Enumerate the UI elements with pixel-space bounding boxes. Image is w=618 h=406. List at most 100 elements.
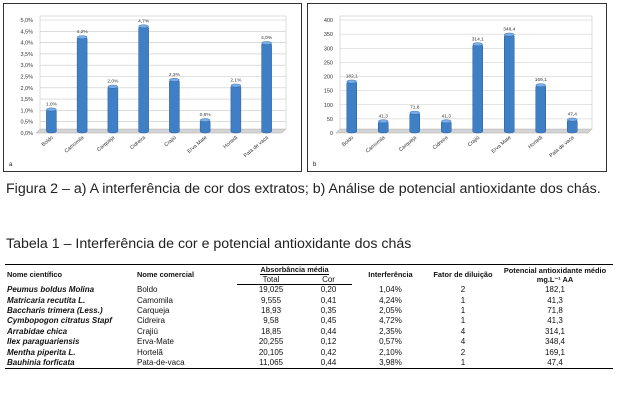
chart-bar [261, 42, 272, 134]
chart-bar-cap [199, 118, 211, 122]
cell-common: Erva-Mate [137, 337, 174, 347]
table-row: Ilex paraguariensis Erva-Mate 20,255 0,1… [5, 337, 613, 347]
table-row: Bauhinia forficata Pata-de-vaca 11,065 0… [5, 357, 613, 370]
cell-interference: 2,10% [379, 347, 402, 357]
cell-dilution: 1 [429, 357, 497, 370]
cell-total: 20,105 [258, 347, 284, 357]
cell-common: Camomila [137, 295, 174, 305]
chart-bar [199, 119, 211, 134]
data-label: 348,4 [503, 27, 515, 33]
cell-interference: 2,35% [379, 326, 402, 336]
figure-panel-a: 0,0% 0,5% 1,0% 1,5% 2,0% 2,5% 3,0% 3,5% 4,0% 4,5%… [3, 3, 302, 172]
cell-scientific: Baccharis trimera (Less.) [7, 305, 103, 315]
y-tick-label: 1,5% [20, 97, 33, 103]
cell-interference: 0,57% [379, 337, 402, 347]
cell-color: 0,44 [320, 326, 337, 336]
x-tick-label: Pata de vaca [243, 135, 270, 159]
chart-bar-cap [261, 41, 272, 45]
y-tick-label: 300 [324, 46, 333, 52]
x-tick-label: Carqueja [398, 135, 418, 153]
y-tick-label: 2,5% [20, 75, 33, 81]
cell-interference: 4,72% [379, 316, 402, 326]
cell-scientific: Matricaria recutita L. [7, 295, 86, 305]
cell-total: 20,255 [258, 337, 284, 347]
x-tick-label: Erva Mate [491, 135, 513, 155]
chart-bar-cap [76, 35, 88, 39]
cell-scientific: Arrabidae chica [7, 326, 68, 336]
x-tick-label: Cidreira [432, 135, 450, 151]
cell-total: 19,025 [258, 285, 284, 295]
figure-panel-b: 0 50 100 150 200 250 300 350 400 182,1 Boldo 41,3 Ca… [307, 3, 607, 172]
cell-color: 0,45 [320, 316, 337, 326]
chart-floor [35, 128, 287, 134]
y-tick-label: 0,5% [20, 120, 33, 126]
cell-total: 11,065 [237, 357, 306, 370]
chart-bar [107, 86, 119, 134]
cell-antioxidant: 41,3 [547, 295, 563, 305]
cell-antioxidant: 47,4 [497, 357, 613, 370]
cell-dilution: 2 [460, 284, 466, 294]
cell-common: Crajiú [137, 326, 158, 336]
chart-bar [169, 79, 180, 134]
header-absorbance: Absorbância média [237, 264, 352, 275]
header-absorbance-label: Absorbância média [260, 265, 329, 275]
table-row: Matricaria recutita L. Camomila 9,555 0,… [5, 295, 613, 305]
data-label: 182,1 [346, 74, 358, 80]
data-label: 4,7% [138, 18, 150, 24]
chart-bar [230, 85, 242, 134]
cell-total: 18,93 [261, 305, 282, 315]
x-tick-label: Camomila [365, 135, 387, 155]
y-tick-label: 4,0% [20, 41, 33, 47]
chart-bar [567, 119, 578, 134]
cell-scientific: Cymbopogon citratus Stapf [7, 316, 112, 326]
y-tick-label: 350 [324, 32, 333, 38]
cell-common: Hortelã [137, 347, 163, 357]
x-tick-label: Hortelã [527, 135, 544, 150]
chart-bar [409, 112, 420, 134]
chart-bar-cap [441, 119, 452, 124]
table-row: Baccharis trimera (Less.) Carqueja 18,93… [5, 306, 613, 316]
chart-bar-cap [567, 117, 578, 122]
panel-b-label: b [313, 162, 317, 168]
y-tick-label: 400 [324, 18, 333, 24]
cell-common: Carqueja [137, 305, 170, 315]
data-label: 4,0% [261, 35, 273, 41]
data-label: 169,1 [535, 77, 547, 83]
data-label: 71,8 [410, 105, 420, 111]
chart-bar-cap [138, 24, 149, 29]
cell-antioxidant: 314,1 [544, 326, 566, 336]
chart-bar-cap [378, 119, 389, 124]
y-tick-label: 3,0% [20, 63, 33, 69]
chart-bar [138, 26, 149, 134]
chart-bar-cap [169, 78, 180, 82]
data-label: 4,2% [77, 29, 89, 35]
cell-color: 0,20 [320, 285, 337, 295]
chart-bar [46, 109, 57, 134]
header-absorbance-color: Cor [305, 274, 352, 285]
figure-caption: Figura 2 – a) A interferência de cor dos… [6, 181, 601, 197]
cell-interference: 2,05% [379, 305, 402, 315]
table-row: Mentha piperita L. Hortelã 20,105 0,42 2… [5, 347, 613, 357]
cell-color: 0,42 [320, 347, 337, 357]
y-tick-label: 50 [327, 117, 333, 123]
cell-antioxidant: 348,4 [544, 337, 566, 347]
cell-dilution: 1 [460, 305, 466, 315]
y-tick-label: 100 [324, 103, 333, 109]
y-tick-label: 1,0% [20, 108, 33, 114]
cell-interference: 4,24% [379, 295, 402, 305]
cell-interference: 3,98% [351, 357, 429, 370]
cell-antioxidant: 169,1 [544, 347, 566, 357]
data-label: 2,1% [230, 78, 242, 84]
cell-scientific: Peumus boldus Molina [7, 284, 95, 294]
cell-dilution: 4 [460, 337, 466, 347]
data-label: 314,1 [472, 36, 484, 42]
chart-bar [472, 44, 483, 134]
data-label: 41,3 [442, 113, 452, 119]
y-tick-label: 0 [330, 131, 333, 137]
cell-interference: 1,04% [379, 284, 402, 294]
y-tick-label: 150 [324, 89, 333, 95]
chart-bar-cap [409, 110, 420, 115]
chart-bar-cap [504, 32, 515, 37]
x-tick-label: Erva Mate [186, 135, 208, 155]
data-label: 2,0% [107, 79, 119, 85]
